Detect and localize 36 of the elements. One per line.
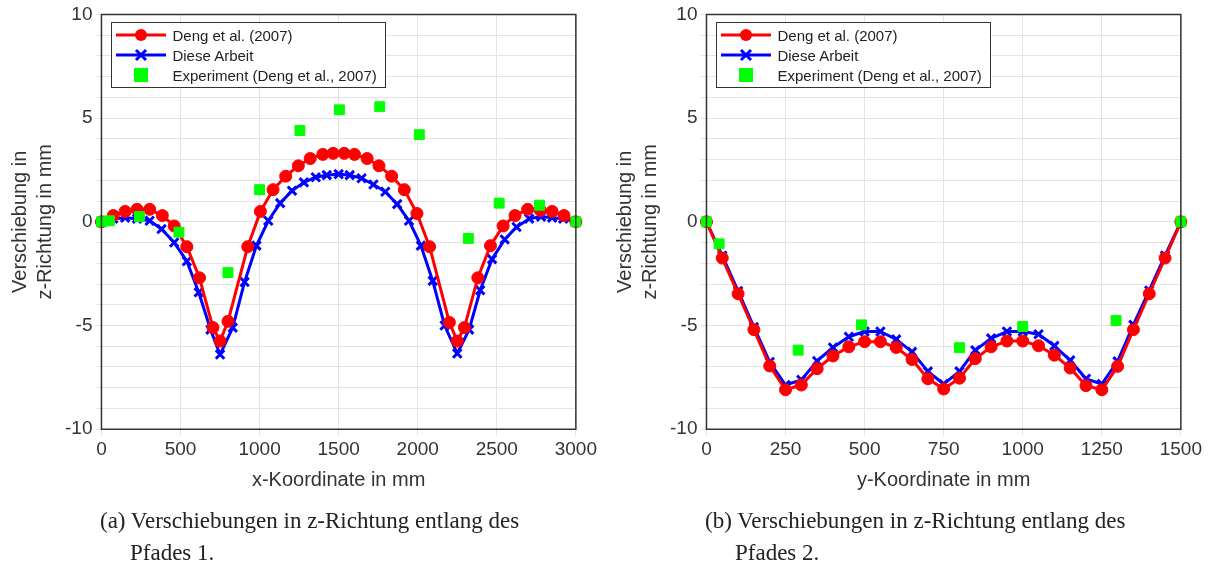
- x-tick-label: 0: [96, 437, 107, 459]
- legend-label: Experiment (Deng et al., 2007): [777, 66, 982, 84]
- x-tick-label: 500: [848, 437, 881, 459]
- x-tick-label: 0: [701, 437, 712, 459]
- legend-label: Deng et al. (2007): [777, 26, 898, 44]
- legend-label: Experiment (Deng et al., 2007): [172, 66, 377, 84]
- y-tick-label: 10: [71, 2, 93, 24]
- y-tick-label: 5: [81, 106, 93, 128]
- y-tick-label: -10: [64, 417, 93, 439]
- x-tick-label: 2000: [396, 437, 439, 459]
- y-tick-label: -10: [669, 417, 698, 439]
- y-tick-label: 0: [686, 210, 698, 232]
- x-tick-label: 250: [769, 437, 802, 459]
- y-tick-label: -5: [680, 313, 698, 335]
- x-tick-label: 1500: [317, 437, 360, 459]
- y-tick-label: 10: [676, 2, 698, 24]
- legend-label: Diese Arbeit: [777, 46, 859, 64]
- y-tick-label: 0: [81, 210, 93, 232]
- x-tick-label: 1000: [238, 437, 281, 459]
- y-axis-title: Verschiebung in z-Richtung in mm: [613, 144, 661, 300]
- x-tick-label: 1250: [1080, 437, 1123, 459]
- x-tick-label: 1500: [1159, 437, 1203, 459]
- x-tick-label: 2500: [475, 437, 518, 459]
- legend-label: Diese Arbeit: [172, 46, 254, 64]
- x-tick-label: 1000: [1001, 437, 1044, 459]
- text: (a) Verschiebungen in z-Richtung entlang des Pfades 1.: [100, 507, 521, 567]
- x-tick-label: 500: [164, 437, 197, 459]
- x-tick-label: 750: [927, 437, 960, 459]
- x-axis-title: x-Koordinate in mm: [251, 467, 426, 490]
- x-tick-label: 3000: [554, 437, 598, 459]
- y-tick-label: 5: [686, 106, 698, 128]
- y-tick-label: -5: [75, 313, 93, 335]
- legend-label: Deng et al. (2007): [172, 26, 293, 44]
- text: (b) Verschiebungen in z-Richtung entlang des Pfades 2.: [705, 507, 1127, 567]
- x-axis-title: y-Koordinate in mm: [856, 467, 1031, 490]
- y-axis-title: Verschiebung in z-Richtung in mm: [8, 144, 56, 300]
